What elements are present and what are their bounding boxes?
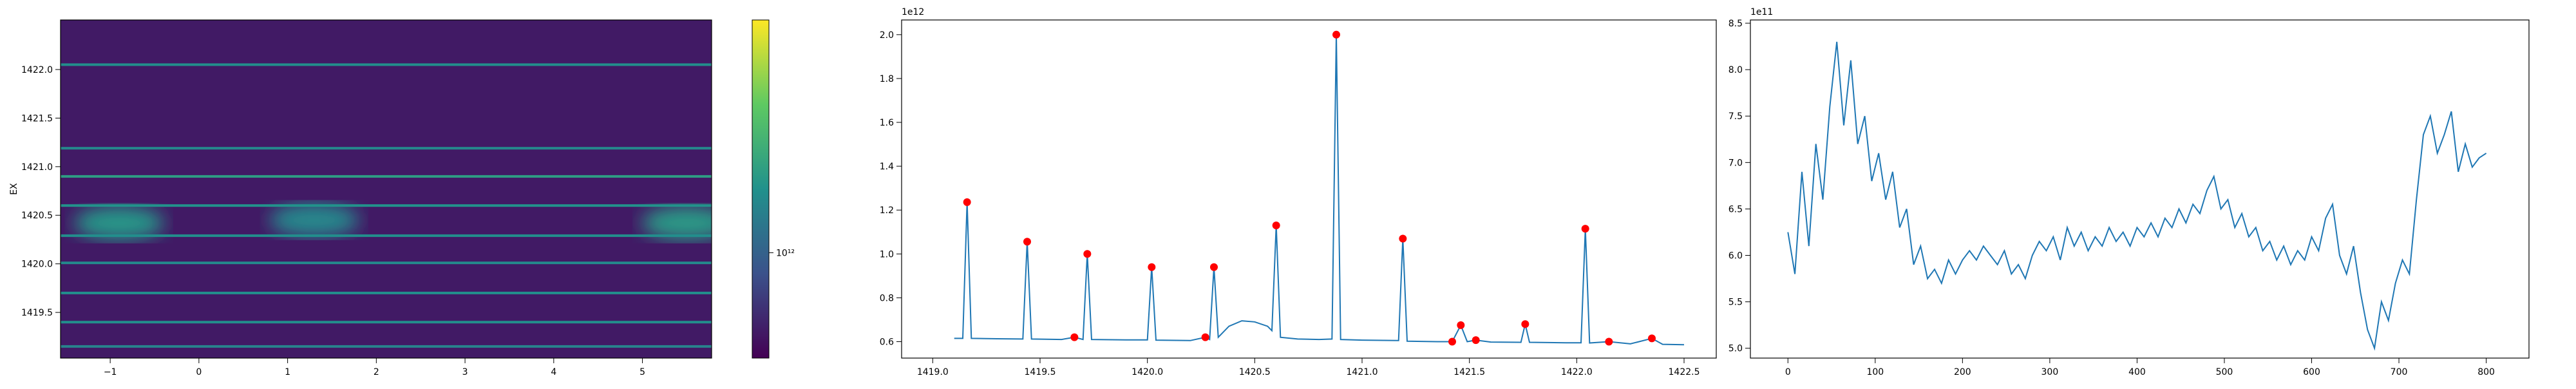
axes-frame: [1750, 19, 2530, 359]
y-tick-label: 0.8: [880, 293, 894, 303]
peak-marker: [1023, 238, 1031, 246]
peak-marker: [1399, 234, 1407, 243]
heatmap-background: [61, 20, 712, 358]
peak-marker: [1210, 263, 1218, 271]
y-tick-label: 2.0: [880, 30, 894, 41]
heatmap-band: [61, 345, 712, 348]
peak-marker: [1581, 225, 1589, 233]
x-tick-label: 700: [2391, 367, 2408, 377]
heatmap: [61, 20, 712, 358]
peak-marker: [963, 198, 971, 206]
axes-frame: [60, 19, 712, 359]
peak-marker: [1148, 263, 1156, 271]
x-tick-label: 1422.5: [1669, 367, 1700, 377]
x-tick-label: 2: [374, 367, 379, 377]
y-tick-label: 1419.5: [21, 308, 53, 318]
x-tick-label: 200: [1954, 367, 1971, 377]
peak-marker: [1332, 30, 1340, 39]
peak-marker: [1521, 320, 1530, 328]
x-tick-label: 4: [551, 367, 556, 377]
x-tick-label: 0: [196, 367, 202, 377]
peak-marker: [1272, 222, 1280, 230]
x-tick-label: 1421.0: [1347, 367, 1378, 377]
heatmap-band: [61, 204, 712, 207]
peak-marker: [1448, 337, 1456, 346]
heatmap-blob: [269, 203, 359, 237]
heatmap-band: [61, 321, 712, 324]
y-tick-label: 1421.0: [21, 162, 53, 173]
y-tick-label: 8.0: [1728, 65, 1743, 75]
plot-area: [1787, 41, 2487, 351]
offset-label: 1e12: [902, 7, 924, 17]
plot-area: [954, 30, 1685, 346]
offset-label: 1e11: [1750, 7, 1773, 17]
y-tick-label: 5.0: [1728, 344, 1743, 354]
x-tick-label: 600: [2303, 367, 2320, 377]
x-tick-label: 1420.5: [1239, 367, 1271, 377]
y-tick-label: 0.6: [880, 337, 894, 347]
x-tick-label: 1420.0: [1132, 367, 1163, 377]
x-tick-label: 5: [639, 367, 645, 377]
panel: 10¹² EX −1 0 1 2 3 4 5 1419.5 1420.0 1420.5 1421.0 14…: [9, 19, 795, 377]
y-tick-label: 1.2: [880, 205, 894, 216]
heatmap-band: [61, 175, 712, 178]
y-tick-label: 1422.0: [21, 65, 53, 75]
x-tick-label: −1: [104, 367, 117, 377]
y-tick-label: 1.0: [880, 249, 894, 260]
peak-marker: [1201, 333, 1209, 341]
y-tick-label: 7.0: [1728, 158, 1743, 168]
colorbar-tick-label: 10¹²: [776, 248, 795, 258]
x-tick-label: 400: [2128, 367, 2146, 377]
y-tick-label: 5.5: [1728, 298, 1743, 308]
heatmap-band: [61, 63, 712, 66]
peak-marker: [1457, 321, 1465, 329]
x-tick-label: 1419.5: [1025, 367, 1056, 377]
y-tick-label: 1420.0: [21, 260, 53, 270]
peak-marker: [1605, 337, 1613, 346]
y-tick-label: 1.8: [880, 74, 894, 84]
heatmap-blob: [641, 206, 712, 240]
y-tick-label: 8.5: [1728, 19, 1743, 29]
heatmap-band: [61, 234, 712, 237]
y-tick-label: 1421.5: [21, 113, 53, 124]
peak-marker: [1472, 336, 1480, 345]
x-tick-label: 3: [462, 367, 468, 377]
x-tick-label: 800: [2477, 367, 2495, 377]
x-tick-label: 1: [285, 367, 290, 377]
y-tick-label: 1.4: [880, 162, 894, 172]
line: [954, 34, 1685, 346]
panel: 1e11 0 100 200 300 400 500 600 700 800 5.0 5.5 6.0 6.…: [1728, 7, 2530, 377]
heatmap-band: [61, 291, 712, 294]
y-tick-label: 7.5: [1728, 111, 1743, 122]
x-tick-label: 300: [2041, 367, 2059, 377]
y-tick-label: 6.5: [1728, 204, 1743, 214]
x-tick-label: 0: [1785, 367, 1791, 377]
peak-marker: [1083, 250, 1092, 258]
x-tick-label: 1422.0: [1561, 367, 1593, 377]
heatmap-band: [61, 147, 712, 150]
heatmap-band: [61, 261, 712, 265]
y-tick-label: 1.6: [880, 118, 894, 128]
x-tick-label: 500: [2216, 367, 2233, 377]
line: [1787, 41, 2487, 351]
y-axis-label: EX: [9, 183, 19, 195]
heatmap-blob: [73, 206, 164, 240]
axes-frame: [901, 19, 1717, 359]
y-tick-label: 6.0: [1728, 251, 1743, 261]
x-tick-label: 1421.5: [1454, 367, 1485, 377]
colorbar: [752, 19, 770, 359]
panel: 1e12 1419.0 1419.5 1420.0 1420.5 1421.0 1421.5…: [880, 7, 1717, 377]
peak-marker: [1648, 334, 1656, 343]
x-tick-label: 100: [1866, 367, 1884, 377]
peak-marker: [1070, 333, 1079, 341]
x-tick-label: 1419.0: [917, 367, 949, 377]
y-tick-label: 1420.5: [21, 211, 53, 221]
